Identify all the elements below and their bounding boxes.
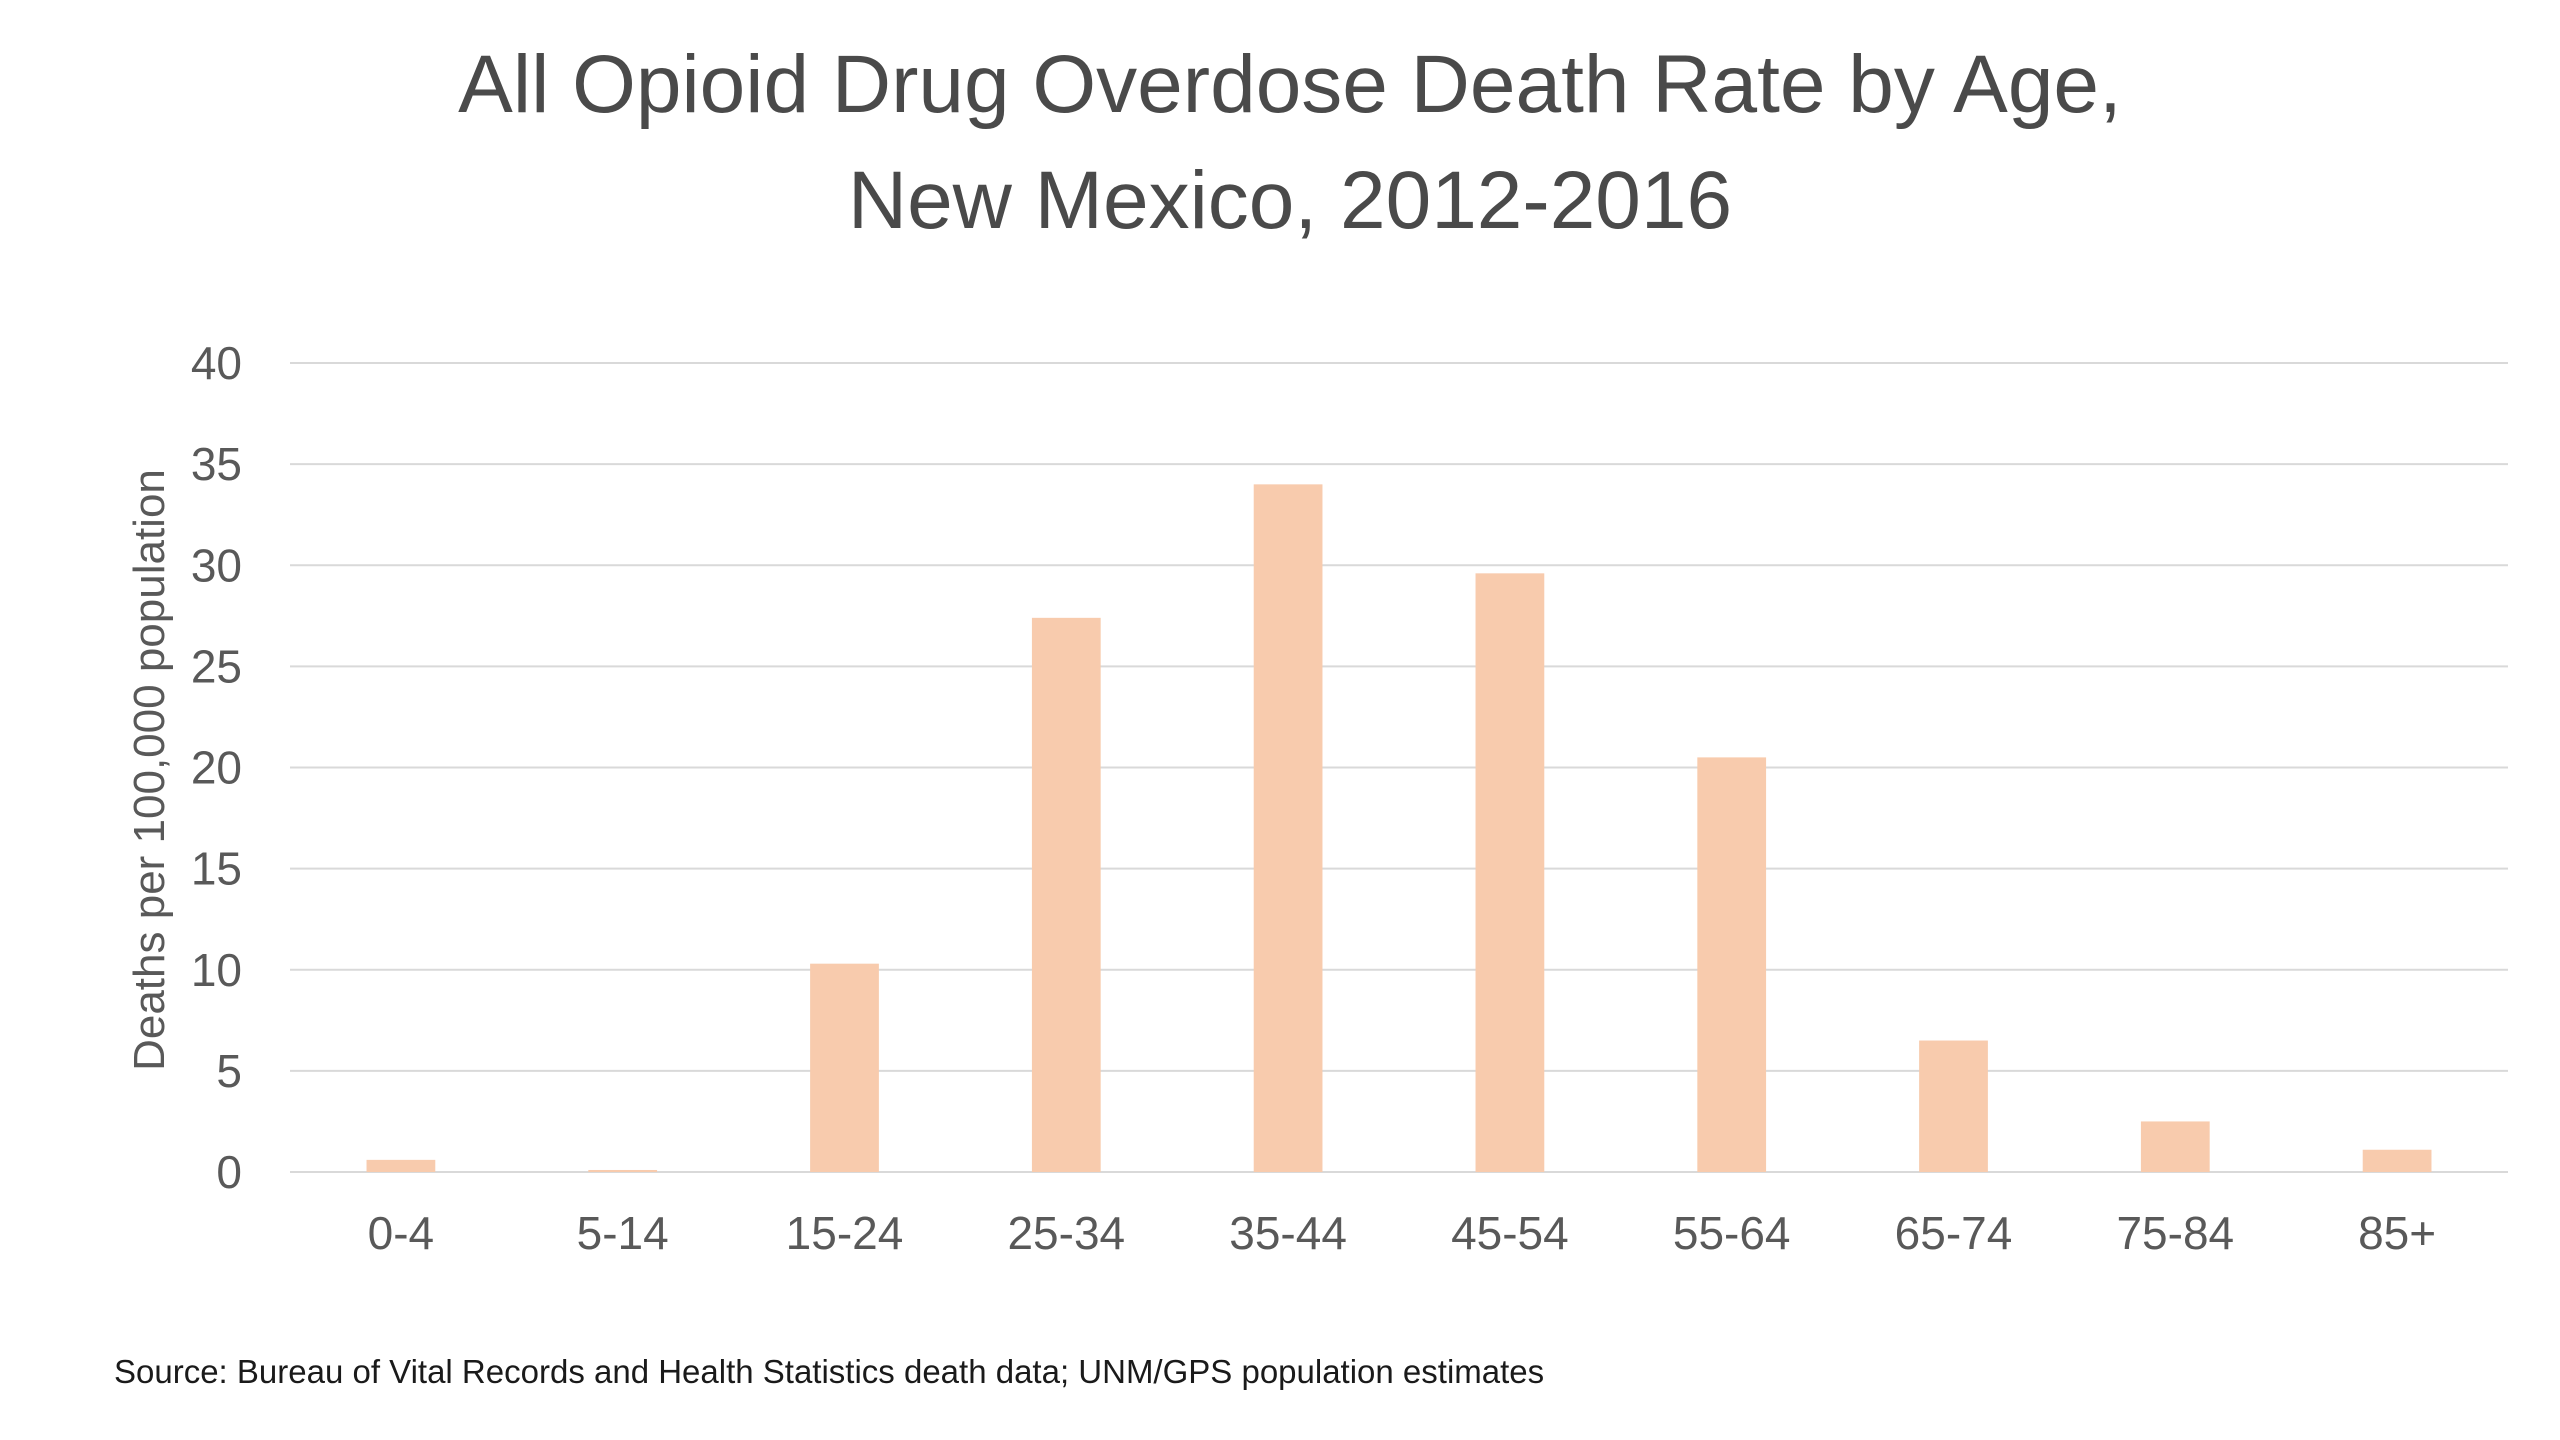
bar-5-14	[588, 1169, 658, 1172]
x-tick-label-35-44: 35-44	[1229, 1207, 1347, 1259]
x-tick-label-75-84: 75-84	[2116, 1207, 2234, 1259]
y-tick-label-20: 20	[191, 742, 242, 794]
bar-15-24	[810, 963, 879, 1172]
y-axis-tick-labels: 0 5 10 15 20 25 30 35 40	[191, 337, 242, 1198]
bar-45-54	[1475, 573, 1545, 1172]
y-tick-label-0: 0	[216, 1146, 242, 1198]
chart-title-line-2: New Mexico, 2012-2016	[848, 155, 1732, 246]
bar-65-74	[1919, 1040, 1988, 1172]
bars	[366, 484, 2432, 1173]
y-tick-label-15: 15	[191, 843, 242, 895]
y-tick-label-5: 5	[216, 1045, 242, 1097]
bar-85+	[2362, 1149, 2432, 1172]
y-tick-label-30: 30	[191, 539, 242, 591]
x-tick-label-25-34: 25-34	[1007, 1207, 1125, 1259]
x-tick-label-45-54: 45-54	[1451, 1207, 1569, 1259]
bar-35-44	[1253, 484, 1323, 1173]
gridlines	[290, 362, 2508, 1173]
chart-title-line-1: All Opioid Drug Overdose Death Rate by A…	[458, 39, 2122, 130]
source-note: Source: Bureau of Vital Records and Heal…	[114, 1353, 1544, 1390]
y-tick-label-40: 40	[191, 337, 242, 389]
x-axis-tick-labels: 0-4 5-14 15-24 25-34 35-44 45-54 55-64 65-74 75-…	[368, 1207, 2436, 1259]
y-tick-label-25: 25	[191, 640, 242, 692]
x-tick-label-65-74: 65-74	[1895, 1207, 2013, 1259]
x-tick-label-85+: 85+	[2358, 1207, 2436, 1259]
bar-25-34	[1031, 617, 1101, 1172]
y-tick-label-10: 10	[191, 944, 242, 996]
y-tick-label-35: 35	[191, 438, 242, 490]
bar-75-84	[2140, 1121, 2210, 1172]
y-axis-title: Deaths per 100,000 population	[125, 469, 174, 1071]
x-tick-label-55-64: 55-64	[1673, 1207, 1791, 1259]
x-tick-label-15-24: 15-24	[786, 1207, 904, 1259]
x-tick-label-5-14: 5-14	[577, 1207, 669, 1259]
bar-0-4	[366, 1159, 436, 1172]
x-tick-label-0-4: 0-4	[368, 1207, 434, 1259]
chart-title: All Opioid Drug Overdose Death Rate by A…	[458, 39, 2122, 246]
bar-55-64	[1697, 757, 1767, 1172]
